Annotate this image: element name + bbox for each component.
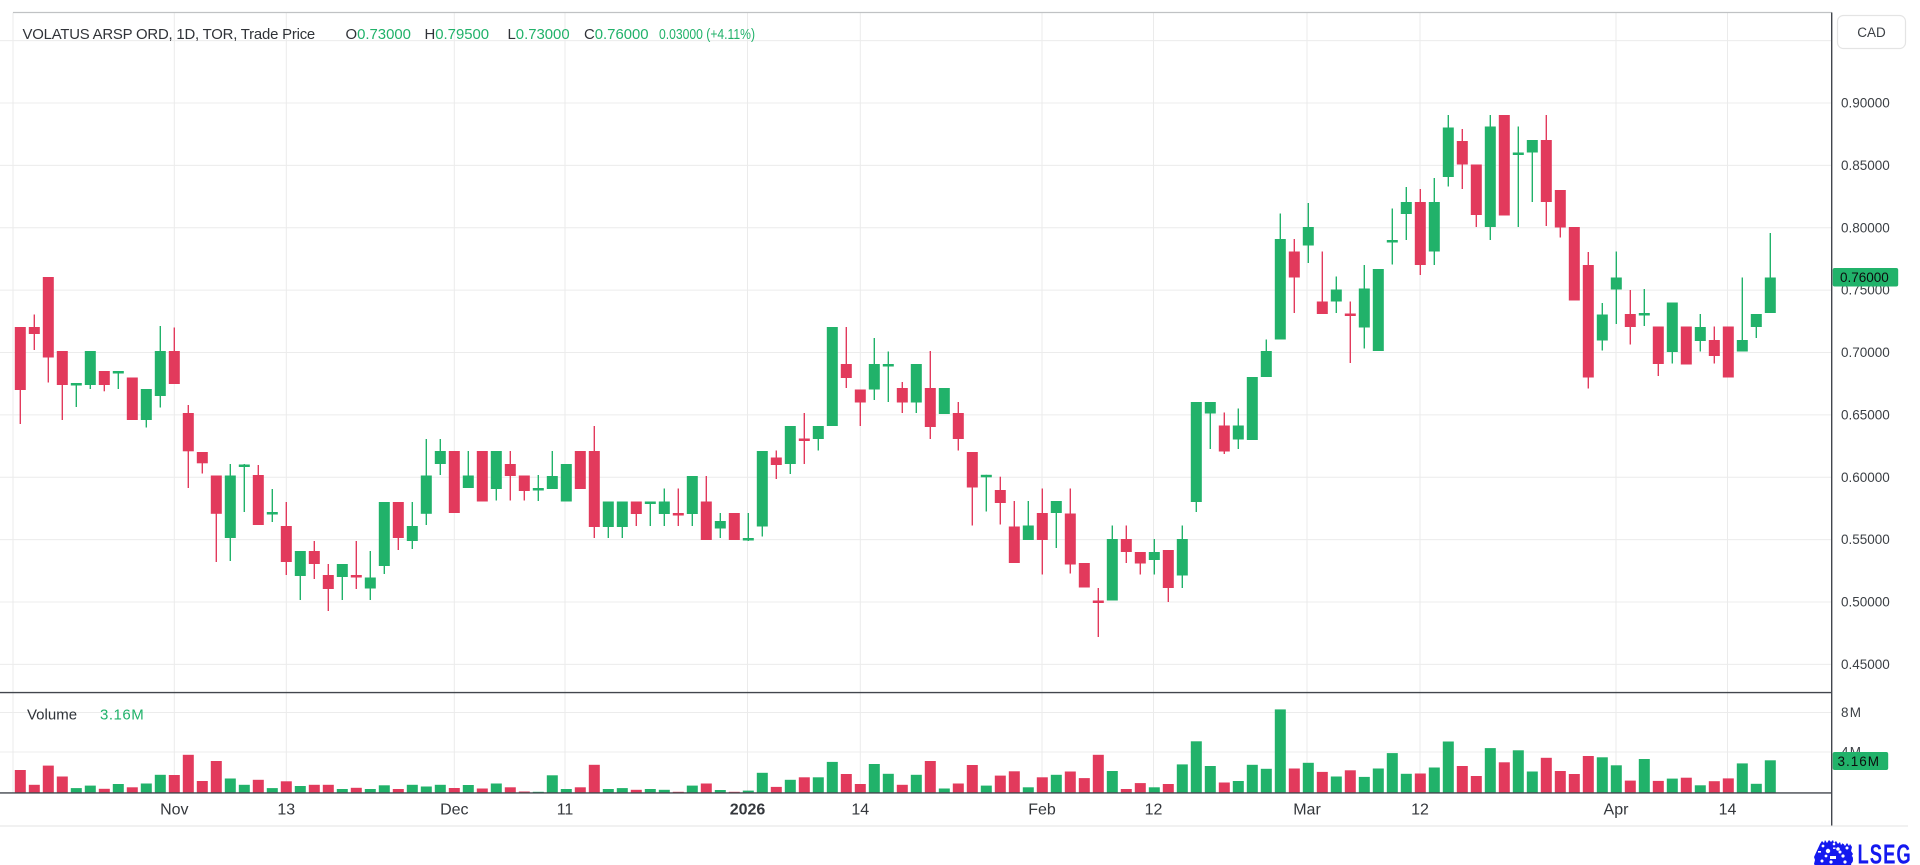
svg-text:0.85000: 0.85000 — [1841, 158, 1890, 173]
svg-text:VOLATUS ARSP ORD, 1D, TOR, Tra: VOLATUS ARSP ORD, 1D, TOR, Trade Price — [23, 27, 316, 43]
svg-text:Volume: Volume — [27, 707, 77, 724]
svg-text:CAD: CAD — [1857, 25, 1886, 40]
svg-text:L0.73000: L0.73000 — [508, 27, 570, 43]
svg-text:0.50000: 0.50000 — [1841, 595, 1890, 610]
svg-text:14: 14 — [1719, 802, 1737, 819]
svg-text:LSEG: LSEG — [1858, 840, 1912, 865]
svg-text:13: 13 — [277, 802, 295, 819]
svg-text:0.55000: 0.55000 — [1841, 532, 1890, 547]
svg-text:Mar: Mar — [1293, 802, 1321, 819]
svg-text:3.16M: 3.16M — [100, 707, 144, 724]
svg-text:0.45000: 0.45000 — [1841, 657, 1890, 672]
svg-text:11: 11 — [557, 802, 574, 819]
svg-text:O0.73000: O0.73000 — [346, 27, 411, 43]
svg-text:3.16M: 3.16M — [1838, 754, 1881, 769]
svg-text:0.90000: 0.90000 — [1841, 96, 1890, 111]
svg-text:Feb: Feb — [1028, 802, 1056, 819]
svg-text:0.76000: 0.76000 — [1840, 270, 1889, 285]
svg-text:H0.79500: H0.79500 — [425, 27, 490, 43]
svg-text:0.70000: 0.70000 — [1841, 345, 1890, 360]
svg-text:0.60000: 0.60000 — [1841, 470, 1890, 485]
svg-text:C0.76000: C0.76000 — [584, 27, 649, 43]
svg-text:Apr: Apr — [1604, 802, 1630, 819]
svg-text:Dec: Dec — [440, 802, 468, 819]
svg-text:12: 12 — [1145, 802, 1163, 819]
svg-text:Nov: Nov — [160, 802, 188, 819]
svg-text:12: 12 — [1411, 802, 1429, 819]
svg-text:0.80000: 0.80000 — [1841, 220, 1890, 235]
svg-text:14: 14 — [851, 802, 869, 819]
svg-text:0.65000: 0.65000 — [1841, 407, 1890, 422]
svg-text:8M: 8M — [1841, 705, 1862, 720]
svg-text:2026: 2026 — [730, 802, 766, 819]
svg-text:0.03000 (+4.11%): 0.03000 (+4.11%) — [659, 26, 755, 43]
